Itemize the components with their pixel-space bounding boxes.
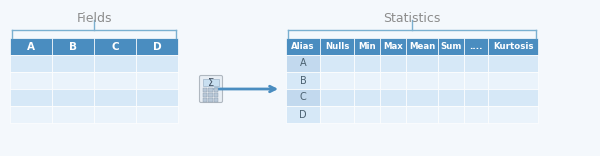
FancyBboxPatch shape — [354, 55, 380, 72]
FancyBboxPatch shape — [286, 89, 320, 106]
Text: Min: Min — [358, 42, 376, 51]
FancyBboxPatch shape — [136, 106, 178, 123]
FancyBboxPatch shape — [380, 106, 406, 123]
FancyBboxPatch shape — [406, 38, 438, 55]
FancyBboxPatch shape — [52, 72, 94, 89]
FancyBboxPatch shape — [208, 98, 212, 102]
Text: B: B — [299, 76, 307, 85]
FancyBboxPatch shape — [380, 38, 406, 55]
FancyBboxPatch shape — [136, 89, 178, 106]
FancyBboxPatch shape — [406, 106, 438, 123]
FancyBboxPatch shape — [203, 79, 219, 86]
Text: D: D — [299, 110, 307, 119]
FancyBboxPatch shape — [203, 93, 207, 97]
FancyBboxPatch shape — [320, 72, 354, 89]
FancyBboxPatch shape — [136, 72, 178, 89]
FancyBboxPatch shape — [10, 106, 52, 123]
FancyBboxPatch shape — [464, 89, 488, 106]
FancyBboxPatch shape — [438, 55, 464, 72]
FancyBboxPatch shape — [214, 93, 218, 97]
Text: ....: .... — [469, 42, 483, 51]
FancyBboxPatch shape — [438, 89, 464, 106]
FancyBboxPatch shape — [214, 88, 218, 92]
FancyBboxPatch shape — [208, 93, 212, 97]
FancyBboxPatch shape — [438, 106, 464, 123]
FancyBboxPatch shape — [94, 72, 136, 89]
FancyBboxPatch shape — [354, 72, 380, 89]
FancyBboxPatch shape — [52, 106, 94, 123]
Text: A: A — [27, 41, 35, 51]
FancyBboxPatch shape — [52, 55, 94, 72]
FancyBboxPatch shape — [10, 55, 52, 72]
Text: C: C — [299, 93, 307, 102]
FancyBboxPatch shape — [488, 38, 538, 55]
FancyBboxPatch shape — [52, 38, 94, 55]
Text: B: B — [69, 41, 77, 51]
Text: Fields: Fields — [76, 12, 112, 25]
FancyBboxPatch shape — [488, 106, 538, 123]
FancyBboxPatch shape — [136, 55, 178, 72]
FancyBboxPatch shape — [354, 38, 380, 55]
FancyBboxPatch shape — [380, 55, 406, 72]
FancyBboxPatch shape — [320, 55, 354, 72]
FancyBboxPatch shape — [10, 38, 52, 55]
FancyBboxPatch shape — [406, 72, 438, 89]
FancyBboxPatch shape — [286, 55, 320, 72]
Text: Σ: Σ — [208, 78, 214, 88]
FancyBboxPatch shape — [136, 38, 178, 55]
Text: A: A — [299, 58, 307, 68]
FancyBboxPatch shape — [94, 89, 136, 106]
FancyBboxPatch shape — [214, 98, 218, 102]
FancyBboxPatch shape — [203, 98, 207, 102]
FancyBboxPatch shape — [286, 38, 320, 55]
FancyBboxPatch shape — [199, 76, 223, 102]
FancyBboxPatch shape — [94, 55, 136, 72]
Text: Statistics: Statistics — [383, 12, 440, 25]
Text: Alias: Alias — [291, 42, 315, 51]
Text: Nulls: Nulls — [325, 42, 349, 51]
FancyBboxPatch shape — [464, 106, 488, 123]
FancyBboxPatch shape — [10, 72, 52, 89]
FancyBboxPatch shape — [488, 55, 538, 72]
FancyBboxPatch shape — [464, 72, 488, 89]
Text: Max: Max — [383, 42, 403, 51]
FancyBboxPatch shape — [320, 106, 354, 123]
Text: Kurtosis: Kurtosis — [493, 42, 533, 51]
FancyBboxPatch shape — [94, 38, 136, 55]
FancyBboxPatch shape — [464, 38, 488, 55]
FancyBboxPatch shape — [488, 89, 538, 106]
FancyBboxPatch shape — [438, 38, 464, 55]
FancyBboxPatch shape — [354, 89, 380, 106]
Text: Mean: Mean — [409, 42, 435, 51]
FancyBboxPatch shape — [464, 55, 488, 72]
FancyBboxPatch shape — [10, 89, 52, 106]
Text: C: C — [111, 41, 119, 51]
FancyBboxPatch shape — [286, 72, 320, 89]
FancyBboxPatch shape — [52, 89, 94, 106]
FancyBboxPatch shape — [320, 38, 354, 55]
FancyBboxPatch shape — [94, 106, 136, 123]
Text: Sum: Sum — [440, 42, 461, 51]
FancyBboxPatch shape — [203, 88, 207, 92]
FancyBboxPatch shape — [438, 72, 464, 89]
FancyBboxPatch shape — [286, 106, 320, 123]
FancyBboxPatch shape — [380, 72, 406, 89]
FancyBboxPatch shape — [320, 89, 354, 106]
FancyBboxPatch shape — [354, 106, 380, 123]
FancyBboxPatch shape — [208, 88, 212, 92]
FancyBboxPatch shape — [406, 89, 438, 106]
FancyBboxPatch shape — [406, 55, 438, 72]
Text: D: D — [152, 41, 161, 51]
FancyBboxPatch shape — [380, 89, 406, 106]
FancyBboxPatch shape — [488, 72, 538, 89]
